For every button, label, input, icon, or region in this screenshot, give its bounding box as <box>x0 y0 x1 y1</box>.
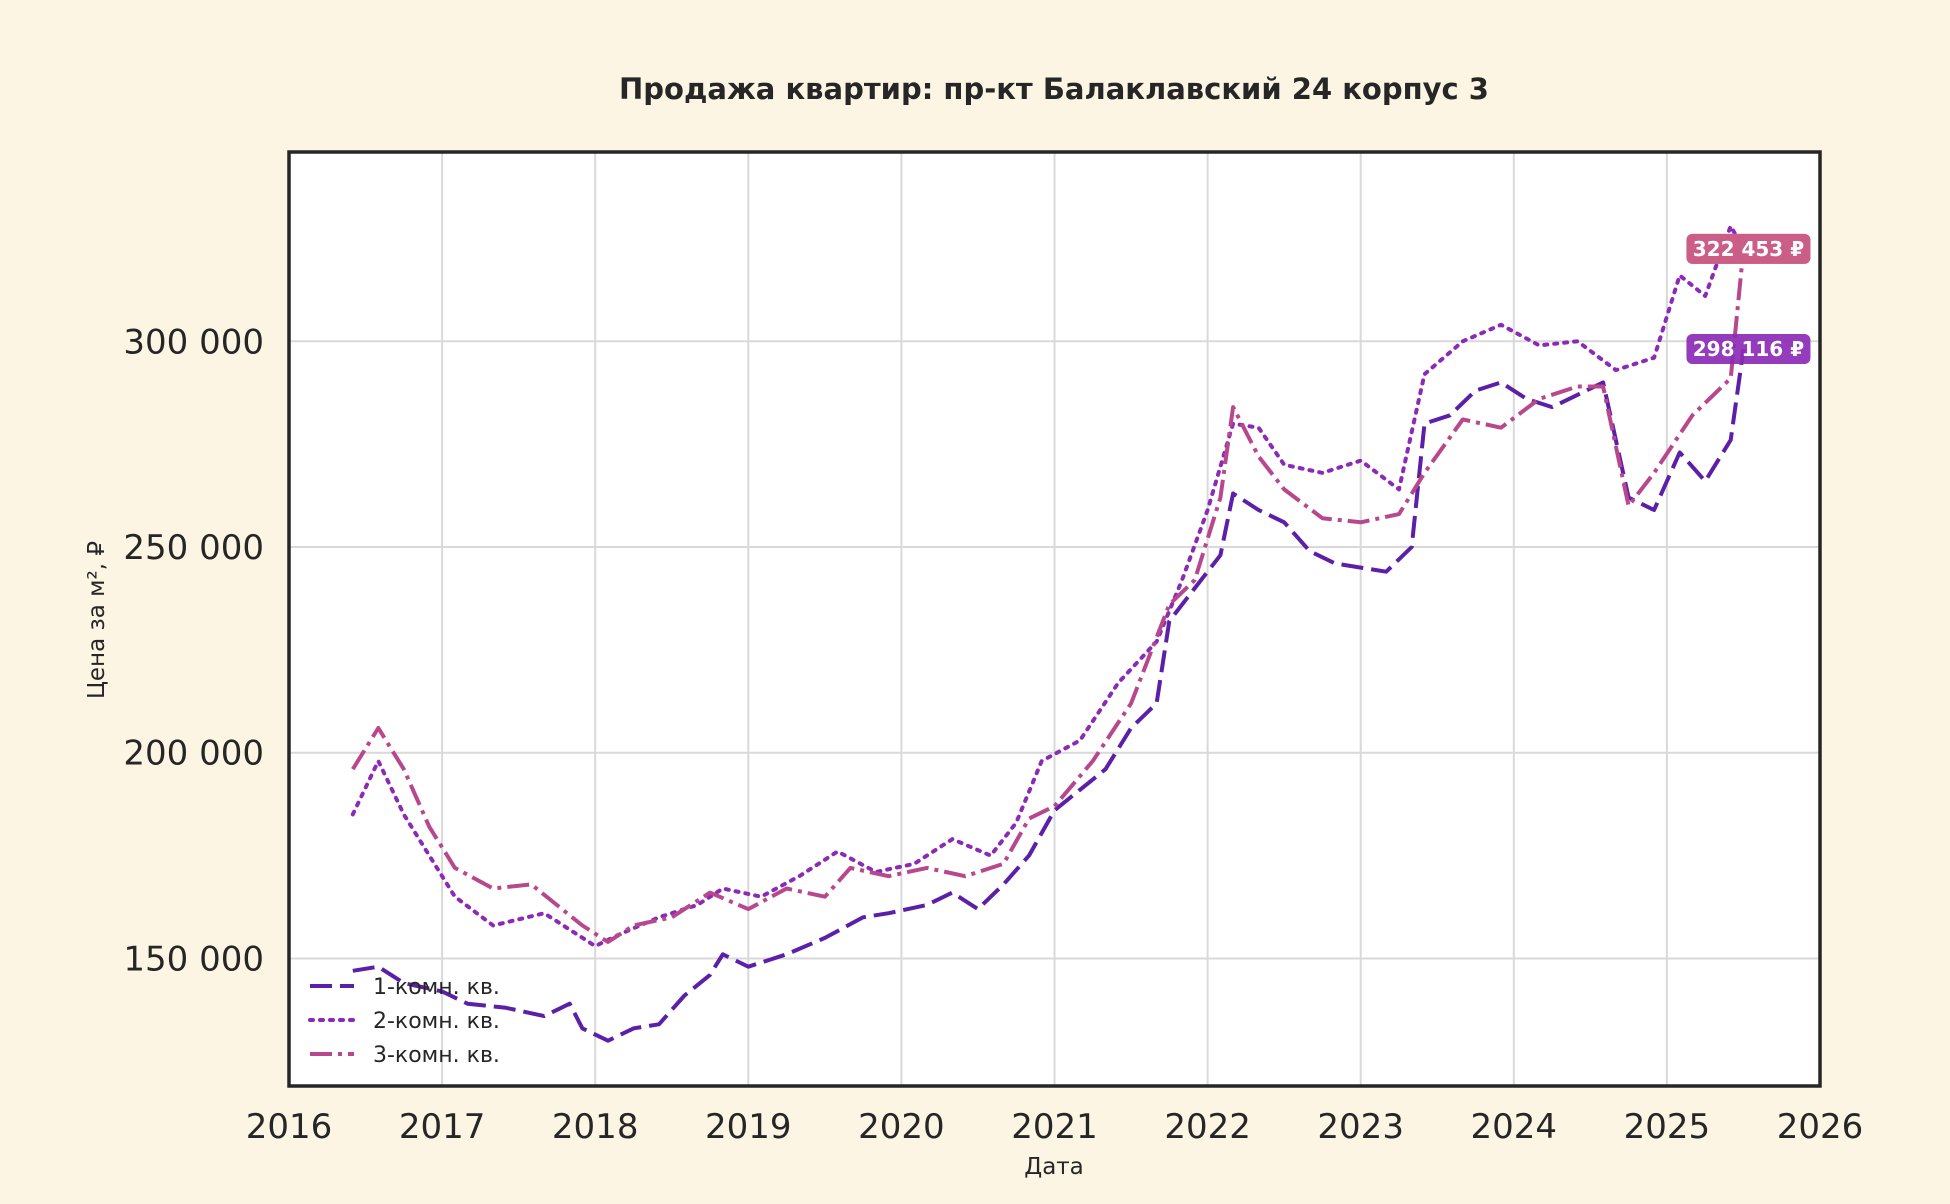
x-tick-label: 2018 <box>552 1107 639 1147</box>
x-tick-label: 2017 <box>399 1107 486 1147</box>
x-tick-label: 2026 <box>1777 1107 1864 1147</box>
value-badge <box>1686 334 1811 365</box>
y-tick-label: 300 000 <box>123 322 264 362</box>
y-axis-label: Цена за м², ₽ <box>84 541 110 699</box>
legend-label: 1-комн. кв. <box>373 975 500 1000</box>
x-axis: 2016 2017 2018 2019 2020 2021 2022 2023 2024 2025… <box>246 1107 1864 1147</box>
chart-title: Продажа квартир: пр-кт Балаклавский 24 к… <box>619 72 1489 106</box>
y-tick-label: 200 000 <box>123 734 264 774</box>
x-tick-label: 2019 <box>705 1107 792 1147</box>
series-line <box>352 348 1746 1043</box>
x-tick-label: 2021 <box>1011 1107 1098 1147</box>
annotation-layer: 298 116 ₽322 453 ₽322 453 ₽ <box>1686 233 1811 365</box>
y-tick-label: 150 000 <box>123 939 264 979</box>
x-tick-label: 2023 <box>1317 1107 1404 1147</box>
value-label: 322 453 ₽ <box>1693 237 1804 261</box>
series-line <box>350 224 1746 949</box>
series-layer <box>350 224 1746 1043</box>
plot-border <box>287 150 1822 1088</box>
x-tick-label: 2025 <box>1624 1107 1711 1147</box>
x-tick-label: 2016 <box>246 1107 333 1147</box>
x-tick-label: 2024 <box>1471 1107 1558 1147</box>
legend: 1-комн. кв. 2-комн. кв. 3-комн. кв. <box>308 975 500 1068</box>
plot-frame <box>287 150 1822 1088</box>
legend-label: 3-комн. кв. <box>373 1043 500 1068</box>
y-tick-label: 250 000 <box>123 528 264 568</box>
series-line <box>351 248 1746 944</box>
x-axis-label: Дата <box>1024 1154 1084 1180</box>
x-tick-label: 2022 <box>1164 1107 1251 1147</box>
x-tick-label: 2020 <box>858 1107 945 1147</box>
legend-label: 2-комн. кв. <box>373 1009 500 1034</box>
value-badge <box>1686 233 1811 264</box>
y-axis: 150 000 200 000 250 000 300 000 <box>123 322 264 979</box>
value-label: 298 116 ₽ <box>1693 337 1804 361</box>
